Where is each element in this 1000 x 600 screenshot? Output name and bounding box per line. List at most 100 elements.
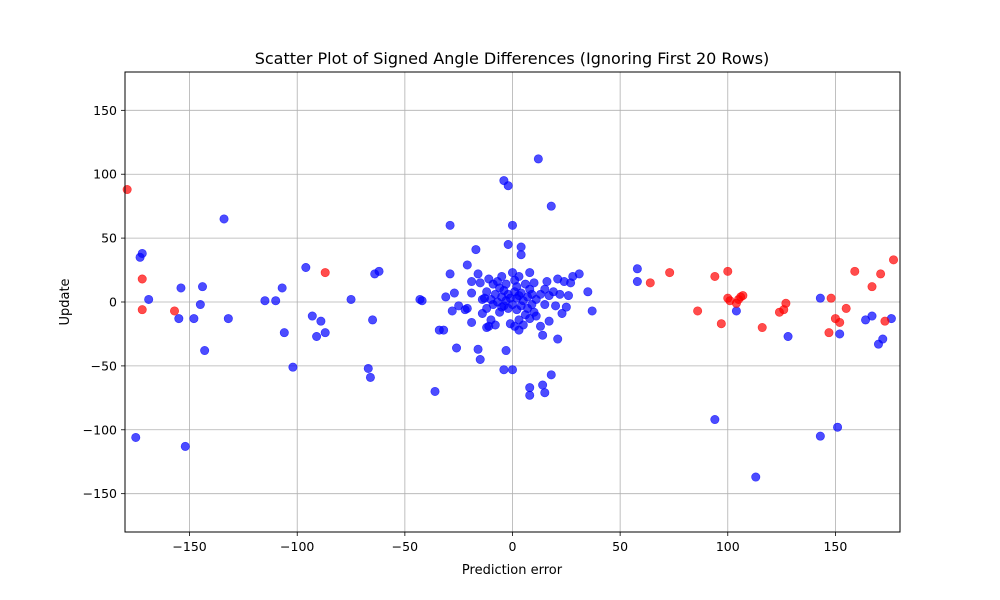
scatter-point-series-0	[439, 325, 449, 335]
scatter-point-series-1	[137, 274, 147, 284]
scatter-point-series-1	[122, 185, 132, 195]
data-points	[122, 154, 899, 482]
scatter-point-series-0	[561, 302, 571, 312]
scatter-point-series-0	[551, 301, 561, 311]
scatter-point-series-0	[180, 441, 190, 451]
scatter-point-series-0	[137, 248, 147, 258]
y-tick-label: −50	[91, 358, 117, 373]
x-tick-label: −150	[172, 539, 206, 554]
scatter-point-series-0	[503, 240, 513, 250]
scatter-point-series-0	[288, 362, 298, 372]
scatter-point-series-1	[757, 323, 767, 333]
scatter-point-series-0	[540, 300, 550, 310]
scatter-point-series-0	[490, 320, 500, 330]
scatter-point-series-0	[307, 311, 317, 321]
scatter-point-series-0	[223, 314, 233, 324]
chart-title: Scatter Plot of Signed Angle Differences…	[255, 49, 770, 68]
scatter-point-series-0	[833, 422, 843, 432]
scatter-point-series-0	[516, 242, 526, 252]
scatter-point-series-0	[514, 271, 524, 281]
y-tick-label: 150	[93, 103, 117, 118]
y-tick-label: −150	[83, 486, 117, 501]
scatter-point-series-0	[501, 346, 511, 356]
x-tick-label: −100	[280, 539, 314, 554]
scatter-point-series-0	[462, 260, 472, 270]
scatter-point-series-0	[189, 314, 199, 324]
scatter-point-series-0	[518, 320, 528, 330]
scatter-point-series-1	[645, 278, 655, 288]
scatter-point-series-0	[751, 472, 761, 482]
scatter-point-series-1	[841, 303, 851, 313]
scatter-point-series-0	[544, 316, 554, 326]
y-tick-label: 0	[109, 295, 117, 310]
scatter-point-series-0	[499, 365, 509, 375]
scatter-point-series-0	[452, 343, 462, 353]
scatter-point-series-0	[279, 328, 289, 338]
scatter-point-series-1	[738, 291, 748, 301]
scatter-point-series-0	[553, 334, 563, 344]
scatter-point-series-0	[531, 311, 541, 321]
y-axis-label: Update	[58, 278, 73, 325]
scatter-point-series-0	[200, 346, 210, 356]
scatter-point-series-0	[546, 370, 556, 380]
scatter-point-series-1	[781, 298, 791, 308]
scatter-point-series-0	[271, 296, 281, 306]
scatter-point-series-0	[475, 278, 485, 288]
scatter-point-series-0	[540, 388, 550, 398]
scatter-point-series-0	[430, 386, 440, 396]
scatter-point-series-0	[365, 372, 375, 382]
scatter-point-series-0	[632, 277, 642, 287]
scatter-point-series-0	[312, 331, 322, 341]
scatter-point-series-1	[716, 319, 726, 329]
scatter-point-series-0	[260, 296, 270, 306]
scatter-point-series-0	[473, 269, 483, 279]
scatter-point-series-1	[880, 316, 890, 326]
scatter-point-series-1	[889, 255, 899, 265]
scatter-point-series-0	[301, 262, 311, 272]
scatter-point-series-0	[467, 317, 477, 327]
y-tick-label: −100	[83, 422, 117, 437]
scatter-point-series-0	[363, 363, 373, 373]
scatter-point-series-1	[826, 293, 836, 303]
scatter-point-series-1	[835, 317, 845, 327]
scatter-point-series-0	[277, 283, 287, 293]
scatter-point-series-0	[195, 300, 205, 310]
y-tick-label: 100	[93, 167, 117, 182]
scatter-point-series-0	[783, 331, 793, 341]
scatter-point-series-1	[723, 266, 733, 276]
scatter-point-series-0	[198, 282, 208, 292]
scatter-point-series-0	[176, 283, 186, 293]
scatter-point-series-0	[507, 220, 517, 230]
scatter-point-series-0	[710, 415, 720, 425]
scatter-point-series-0	[731, 306, 741, 316]
scatter-point-series-1	[693, 306, 703, 316]
scatter-point-series-0	[516, 250, 526, 260]
scatter-point-series-0	[525, 390, 535, 400]
scatter-point-series-0	[525, 268, 535, 278]
scatter-point-series-0	[471, 245, 481, 255]
y-tick-label: 50	[101, 231, 117, 246]
scatter-point-series-0	[219, 214, 229, 224]
ticks: −150 −100 −50 0 50 100 150 −150 −100 −50 0 50 100 150	[83, 103, 848, 554]
scatter-point-series-0	[535, 321, 545, 331]
scatter-point-series-1	[824, 328, 834, 338]
scatter-point-series-0	[501, 279, 511, 289]
scatter-point-series-0	[497, 271, 507, 281]
scatter-point-series-0	[587, 306, 597, 316]
scatter-point-series-0	[346, 294, 356, 304]
scatter-point-series-0	[174, 314, 184, 324]
x-tick-label: 150	[823, 539, 847, 554]
scatter-point-series-0	[368, 315, 378, 325]
scatter-point-series-1	[710, 271, 720, 281]
scatter-point-series-0	[447, 306, 457, 316]
scatter-point-series-0	[512, 282, 522, 292]
scatter-point-series-0	[417, 296, 427, 306]
scatter-point-series-0	[503, 181, 513, 191]
scatter-point-series-0	[542, 277, 552, 287]
scatter-point-series-0	[574, 269, 584, 279]
scatter-point-series-0	[462, 303, 472, 313]
scatter-point-series-0	[445, 269, 455, 279]
scatter-point-series-0	[529, 278, 539, 288]
scatter-point-series-0	[815, 293, 825, 303]
